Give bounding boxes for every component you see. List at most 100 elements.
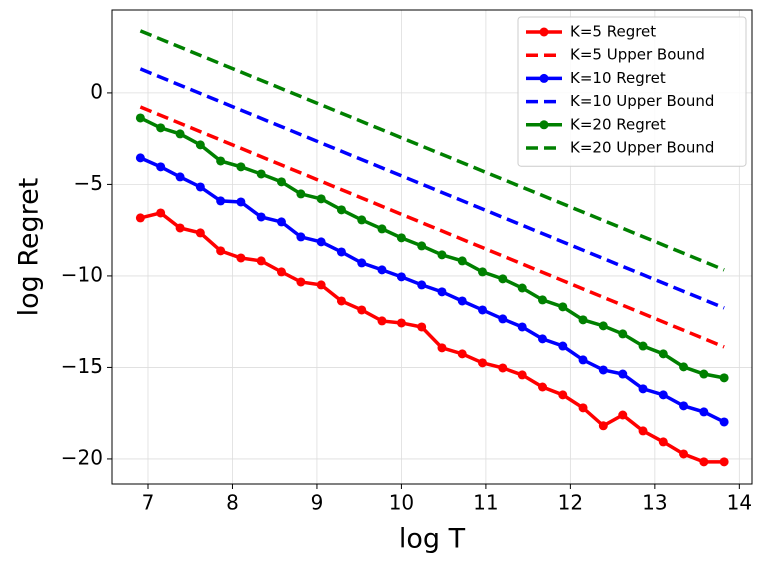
data-point xyxy=(316,237,326,247)
data-point xyxy=(377,224,387,234)
data-point xyxy=(598,321,608,331)
data-point xyxy=(195,228,205,238)
data-point xyxy=(156,208,166,218)
data-point xyxy=(357,258,367,268)
data-point xyxy=(377,316,387,326)
data-point xyxy=(236,162,246,172)
data-point xyxy=(175,172,185,182)
data-point xyxy=(296,232,306,242)
legend-label: K=10 Regret xyxy=(570,69,666,87)
data-point xyxy=(195,182,205,192)
legend-box xyxy=(517,16,747,167)
data-point xyxy=(236,197,246,207)
data-point xyxy=(558,341,568,351)
data-point xyxy=(638,384,648,394)
data-point xyxy=(256,212,266,222)
data-point xyxy=(417,280,427,290)
data-point xyxy=(195,140,205,150)
legend-label: K=5 Regret xyxy=(570,23,656,41)
data-point xyxy=(276,217,286,227)
data-point xyxy=(336,205,346,215)
data-point xyxy=(377,265,387,275)
data-point xyxy=(618,369,628,379)
legend-marker xyxy=(539,120,549,130)
data-point xyxy=(478,305,488,315)
data-point xyxy=(135,113,145,123)
series-line xyxy=(139,67,725,310)
data-point xyxy=(135,213,145,223)
x-tick-label: 13 xyxy=(642,491,667,515)
data-point xyxy=(478,358,488,368)
x-tick-label: 14 xyxy=(727,491,752,515)
legend-marker xyxy=(539,27,549,37)
data-point xyxy=(175,129,185,139)
y-tick-label: −20 xyxy=(61,445,103,469)
plot-frame xyxy=(111,9,753,485)
data-point xyxy=(598,421,608,431)
data-point xyxy=(638,341,648,351)
x-tick-label: 11 xyxy=(473,491,498,515)
data-point xyxy=(658,437,668,447)
x-tick-label: 7 xyxy=(142,491,155,515)
data-point xyxy=(236,253,246,263)
data-point xyxy=(517,370,527,380)
y-tick-label: −10 xyxy=(61,262,103,286)
series-line xyxy=(139,105,725,349)
data-point xyxy=(498,314,508,324)
data-point xyxy=(719,417,729,427)
data-point xyxy=(618,329,628,339)
data-point xyxy=(578,403,588,413)
y-tick-label: −5 xyxy=(74,171,103,195)
data-point xyxy=(296,277,306,287)
data-point xyxy=(558,302,568,312)
data-point xyxy=(658,390,668,400)
data-point xyxy=(578,315,588,325)
data-point xyxy=(316,280,326,290)
data-point xyxy=(135,153,145,163)
data-point xyxy=(437,287,447,297)
y-tick-label: 0 xyxy=(90,79,103,103)
data-point xyxy=(699,457,709,467)
series-line xyxy=(139,156,725,424)
data-point xyxy=(699,369,709,379)
series-line xyxy=(139,29,725,272)
data-point xyxy=(498,363,508,373)
data-point xyxy=(216,196,226,206)
data-point xyxy=(417,322,427,332)
data-point xyxy=(699,407,709,417)
y-axis-label: log Regret xyxy=(14,178,45,317)
data-point xyxy=(336,296,346,306)
legend-marker xyxy=(539,73,549,83)
data-point xyxy=(276,267,286,277)
data-point xyxy=(417,241,427,251)
data-point xyxy=(598,365,608,375)
data-point xyxy=(719,457,729,467)
data-point xyxy=(679,401,689,411)
data-point xyxy=(638,426,648,436)
legend-label: K=5 Upper Bound xyxy=(570,46,705,64)
data-point xyxy=(618,410,628,420)
data-point xyxy=(537,295,547,305)
x-tick-label: 8 xyxy=(226,491,239,515)
y-tick-label: −15 xyxy=(61,354,103,378)
data-point xyxy=(578,355,588,365)
data-point xyxy=(357,215,367,225)
data-point xyxy=(537,382,547,392)
data-point xyxy=(156,162,166,172)
data-point xyxy=(558,390,568,400)
data-point xyxy=(457,349,467,359)
legend: K=5 Regret K=5 Upper Bound K=10 Regret K=10… xyxy=(517,16,747,167)
data-point xyxy=(517,322,527,332)
data-point xyxy=(316,194,326,204)
data-point xyxy=(457,296,467,306)
data-point xyxy=(336,247,346,257)
data-point xyxy=(216,246,226,256)
data-point xyxy=(296,189,306,199)
data-point xyxy=(396,233,406,243)
legend-label: K=20 Upper Bound xyxy=(570,139,714,157)
data-point xyxy=(396,318,406,328)
data-point xyxy=(437,343,447,353)
data-point xyxy=(216,156,226,166)
data-point xyxy=(679,362,689,372)
